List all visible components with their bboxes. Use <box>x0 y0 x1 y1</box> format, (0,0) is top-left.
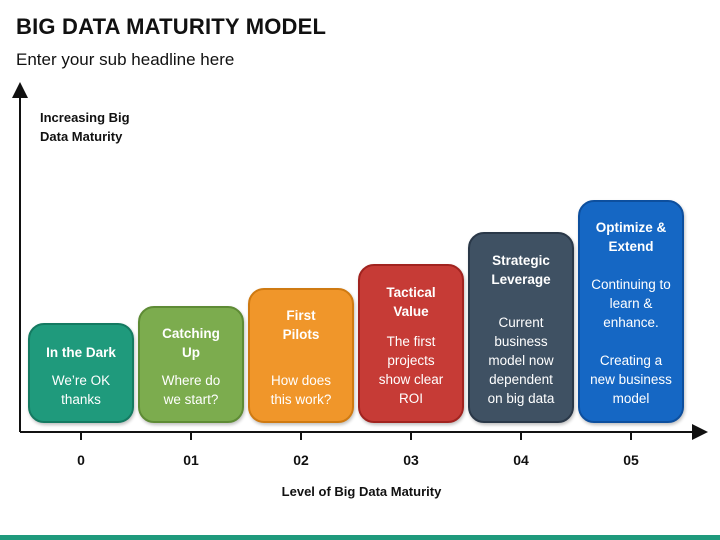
stage-box-1: Catching Up Where do we start? <box>138 306 244 423</box>
y-axis-label: Increasing Big Data Maturity <box>40 110 130 144</box>
stage-description: Where do we start? <box>161 373 221 407</box>
stage-title: First Pilots <box>282 308 320 342</box>
stage-box-2: First Pilots How does this work? <box>248 288 354 423</box>
footer-accent-bar <box>0 535 720 540</box>
stage-title: Strategic Leverage <box>491 253 551 287</box>
x-axis-ticks <box>80 432 632 440</box>
stage-description: Continuing to learn & enhance. Creating … <box>590 277 672 406</box>
level-label-3: 03 <box>403 452 419 468</box>
level-label-4: 04 <box>513 452 529 468</box>
stage-box-5: Optimize & Extend Continuing to learn & … <box>578 200 684 423</box>
stage-box-4: Strategic Leverage Current business mode… <box>468 232 574 423</box>
stage-box-3: Tactical Value The first projects show c… <box>358 264 464 423</box>
stage-description: The first projects show clear ROI <box>378 334 444 406</box>
stage-title: Tactical Value <box>386 285 436 319</box>
level-label-0: 0 <box>77 452 85 468</box>
stage-box-0: In the Dark We’re OK thanks <box>28 323 134 423</box>
stage-title: Catching Up <box>162 326 220 360</box>
stage-description: How does this work? <box>270 373 332 407</box>
stage-description: Current business model now dependent on … <box>487 315 555 406</box>
level-label-2: 02 <box>293 452 309 468</box>
page-subtitle: Enter your sub headline here <box>16 50 235 69</box>
stage-title: Optimize & Extend <box>595 220 667 254</box>
level-label-1: 01 <box>183 452 199 468</box>
page-title: BIG DATA MATURITY MODEL <box>16 14 327 39</box>
stage-title: In the Dark <box>46 345 116 360</box>
level-label-5: 05 <box>623 452 639 468</box>
x-axis-label: Level of Big Data Maturity <box>281 484 442 499</box>
stage-description: We’re OK thanks <box>51 373 111 407</box>
